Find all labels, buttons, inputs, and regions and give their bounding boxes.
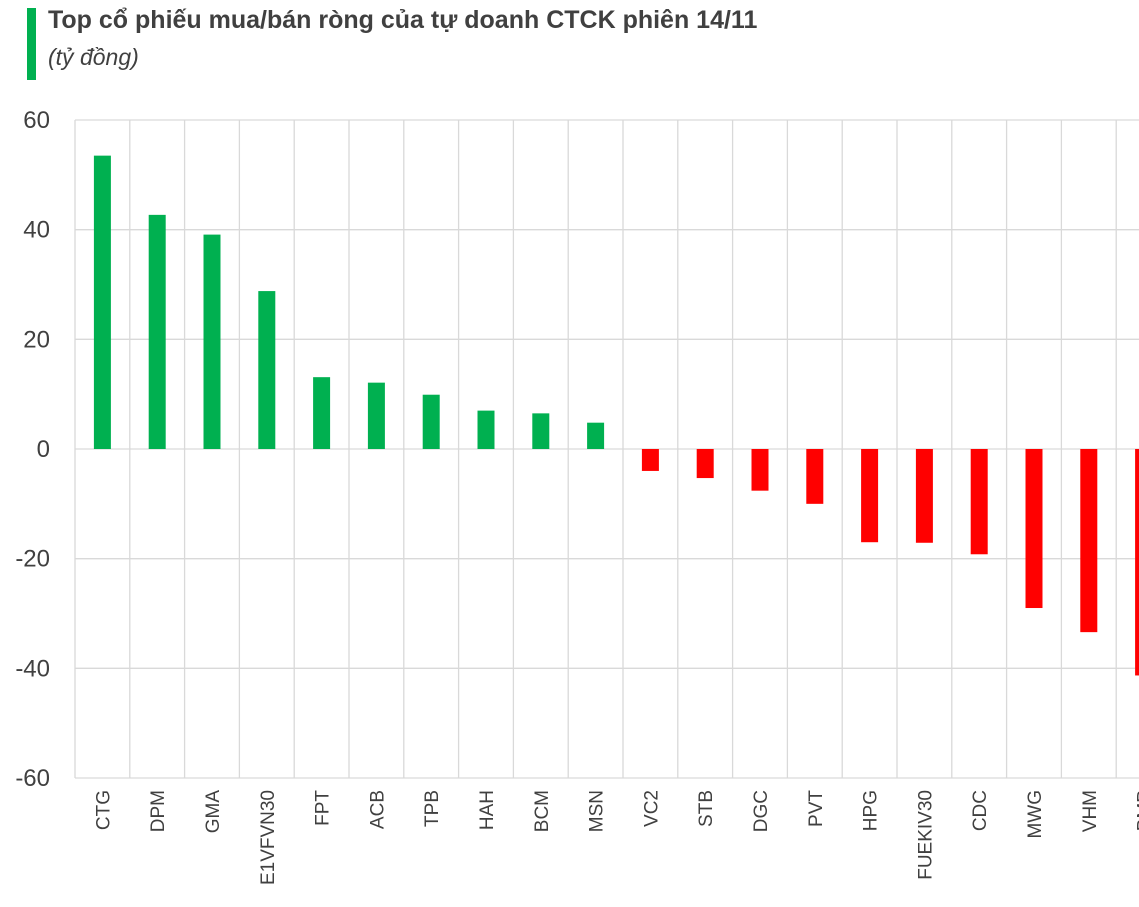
bar-fuekiv30 — [915, 449, 933, 543]
bar-e1vfvn30 — [258, 291, 276, 449]
x-tick-label: FUEKIV30 — [915, 790, 936, 880]
y-tick-label: 0 — [37, 436, 50, 463]
y-tick-label: 20 — [23, 326, 50, 353]
bar-cdc — [970, 449, 988, 555]
bar-gma — [203, 234, 221, 449]
bar-tpb — [422, 394, 440, 449]
chart-subtitle: (tỷ đồng) — [48, 44, 139, 70]
x-tick-label: STB — [696, 790, 717, 827]
x-tick-label: BCM — [532, 790, 553, 832]
bar-bcm — [532, 413, 550, 449]
bar-msn — [587, 422, 605, 449]
x-tick-label: FPT — [313, 790, 334, 826]
chart-title: Top cổ phiếu mua/bán ròng của tự doanh C… — [48, 6, 758, 34]
bar-mwg — [1025, 449, 1043, 609]
x-axis: CTG DPM GMA E1VFVN30 FPT ACB TPB HAH BCM MSN VC2 ST… — [93, 790, 1139, 885]
bar-vhm — [1080, 449, 1098, 633]
x-tick-label: ACB — [367, 790, 388, 829]
bar-hah — [477, 410, 495, 449]
bar-layer — [93, 155, 1139, 676]
grid-layer — [74, 119, 1139, 779]
x-tick-label: DGC — [751, 790, 772, 832]
x-tick-label: VHM — [1080, 790, 1101, 832]
y-tick-label: 60 — [23, 107, 50, 134]
x-tick-label: TPB — [422, 790, 443, 827]
x-tick-label: CTG — [93, 790, 114, 830]
y-tick-label: 40 — [23, 217, 50, 244]
y-tick-label: -20 — [15, 546, 50, 573]
x-tick-label: HAH — [477, 790, 498, 830]
x-tick-label: HPG — [861, 790, 882, 831]
bar-hpg — [861, 449, 879, 543]
y-tick-label: -40 — [15, 655, 50, 682]
x-tick-label: PVT — [806, 790, 827, 827]
bar-bmp — [1135, 449, 1139, 676]
bar-acb — [367, 382, 385, 449]
bar-vc2 — [641, 449, 659, 471]
y-tick-label: -60 — [15, 765, 50, 792]
bar-dgc — [751, 449, 769, 491]
x-tick-label: DPM — [148, 790, 169, 832]
x-tick-label: GMA — [203, 790, 224, 834]
bar-dpm — [148, 214, 166, 449]
bar-ctg — [93, 155, 111, 449]
x-tick-label: VC2 — [641, 790, 662, 827]
y-axis: 60 40 20 0 -20 -40 -60 — [15, 107, 50, 792]
x-tick-label: MSN — [587, 790, 608, 832]
x-tick-label: MWG — [1025, 790, 1046, 839]
bar-stb — [696, 449, 714, 479]
x-tick-label: E1VFVN30 — [258, 790, 279, 885]
title-accent-bar — [27, 8, 36, 80]
x-tick-label: BMP — [1135, 790, 1139, 831]
bar-pvt — [806, 449, 824, 504]
x-tick-label: CDC — [970, 790, 991, 831]
bar-fpt — [313, 377, 331, 449]
